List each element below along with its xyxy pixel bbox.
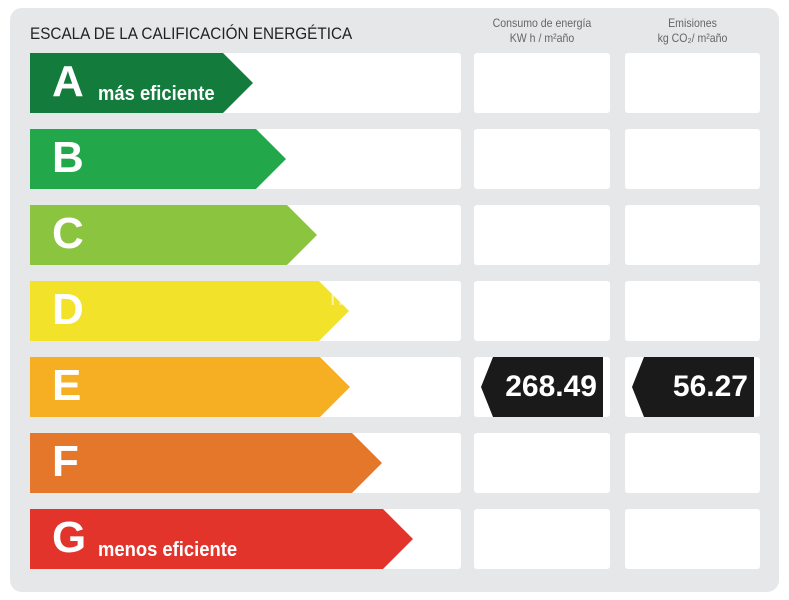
consumption-cell <box>474 281 610 341</box>
class-letter: F <box>52 437 79 486</box>
class-letter: C <box>52 209 84 258</box>
watermark: habitaclia <box>330 284 432 311</box>
consumption-value-badge: 268.49 <box>481 357 603 417</box>
class-letter: G <box>52 513 87 562</box>
consumption-cell <box>474 205 610 265</box>
header-line: Emisiones <box>668 16 717 30</box>
energy-class-row-e: E 268.49 56.27 <box>0 357 789 417</box>
emissions-cell <box>625 433 760 493</box>
header-line: Consumo de energía <box>492 16 592 30</box>
header-unit: KW h / m²año <box>509 31 575 45</box>
class-letter: D <box>52 285 84 334</box>
class-letter: A <box>52 57 84 106</box>
emissions-cell <box>625 509 760 569</box>
consumption-cell <box>474 509 610 569</box>
consumption-cell <box>474 53 610 113</box>
energy-class-row-a: A más eficiente <box>0 53 789 113</box>
page-title: ESCALA DE LA CALIFICACIÓN ENERGÉTICA <box>30 24 353 43</box>
class-arrow: C <box>30 205 317 265</box>
emissions-cell <box>625 53 760 113</box>
emissions-cell <box>625 281 760 341</box>
class-arrow: B <box>30 129 286 189</box>
header-unit: kg CO₂/ m²año <box>657 31 728 45</box>
class-arrow: A más eficiente <box>30 53 253 113</box>
emissions-cell <box>625 129 760 189</box>
class-arrow: G menos eficiente <box>30 509 413 569</box>
class-letter: E <box>52 361 82 410</box>
energy-class-row-g: G menos eficiente <box>0 509 789 569</box>
energy-class-row-f: F <box>0 433 789 493</box>
class-caption: menos eficiente <box>98 539 238 561</box>
consumption-cell <box>474 129 610 189</box>
energy-class-row-c: C <box>0 205 789 265</box>
emissions-value-badge: 56.27 <box>632 357 754 417</box>
class-arrow: F <box>30 433 382 493</box>
consumption-header: Consumo de energía KW h / m²año <box>482 16 602 46</box>
energy-class-row-b: B <box>0 129 789 189</box>
emissions-cell <box>625 205 760 265</box>
class-caption: más eficiente <box>98 83 215 105</box>
emissions-header: Emisiones kg CO₂/ m²año <box>633 16 752 46</box>
consumption-cell <box>474 433 610 493</box>
class-letter: B <box>52 133 84 182</box>
class-arrow: E <box>30 357 350 417</box>
energy-class-row-d: D <box>0 281 789 341</box>
class-arrow: D <box>30 281 349 341</box>
